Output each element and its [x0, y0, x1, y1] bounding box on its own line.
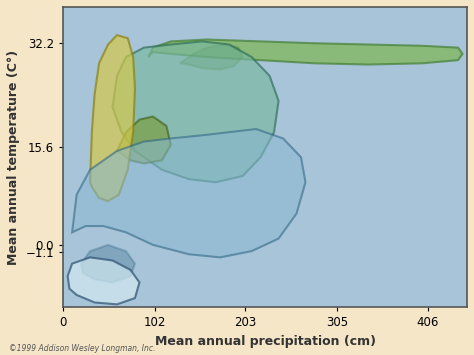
Y-axis label: Mean annual temperature (C°): Mean annual temperature (C°): [7, 50, 20, 265]
Polygon shape: [117, 116, 171, 163]
X-axis label: Mean annual precipitation (cm): Mean annual precipitation (cm): [155, 335, 375, 348]
Polygon shape: [72, 129, 306, 257]
Polygon shape: [90, 35, 135, 201]
Polygon shape: [81, 245, 135, 283]
Polygon shape: [148, 39, 463, 65]
Polygon shape: [112, 42, 279, 182]
Polygon shape: [180, 44, 243, 70]
Text: ©1999 Addison Wesley Longman, Inc.: ©1999 Addison Wesley Longman, Inc.: [9, 344, 156, 354]
Polygon shape: [68, 257, 139, 304]
